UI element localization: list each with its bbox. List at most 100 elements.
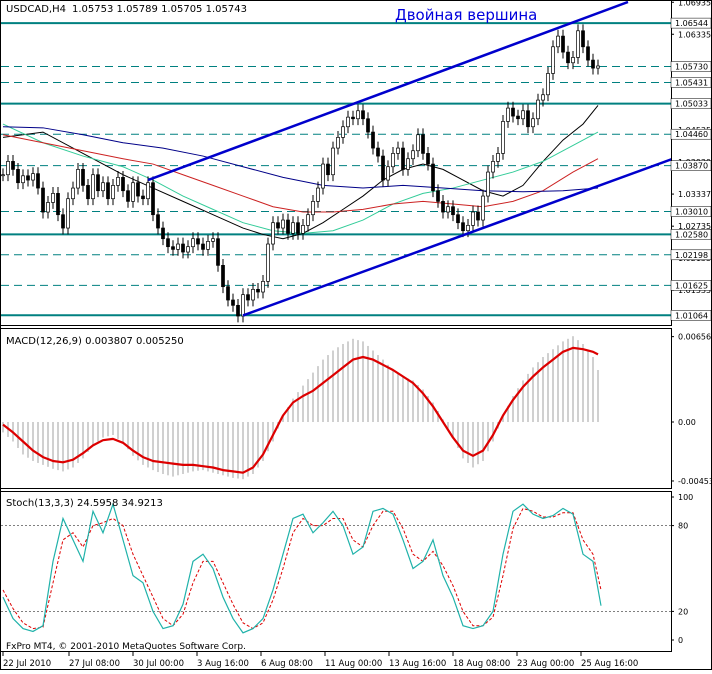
price-bar-body <box>311 201 315 216</box>
price-bar-body <box>371 131 375 149</box>
macd-title: MACD(12,26,9) 0.003807 0.005250 <box>6 336 184 347</box>
price-bar-body <box>226 286 230 301</box>
double-top-annotation: Двойная вершина <box>395 6 537 24</box>
price-bar-body <box>416 134 420 152</box>
x-tick-label: 11 Aug 00:00 <box>325 659 382 669</box>
price-bar-body <box>546 73 550 96</box>
price-bar-body <box>411 150 415 160</box>
price-bar-body <box>16 169 20 184</box>
price-bar-body <box>331 147 335 176</box>
price-bar-body <box>461 222 465 232</box>
price-bar-body <box>36 173 40 189</box>
price-bar-body <box>326 163 330 176</box>
price-bar-body <box>316 187 320 202</box>
price-bar-body <box>511 107 515 117</box>
price-bar-body <box>366 118 370 133</box>
price-bar-body <box>536 99 540 120</box>
x-tick-label: 23 Aug 00:00 <box>517 659 574 669</box>
price-bar-body <box>436 190 440 202</box>
price-bar-body <box>116 177 120 186</box>
stoch-panel-frame <box>0 491 672 652</box>
symbol-label: USDCAD,H4 <box>6 4 66 15</box>
x-tick-label: 22 Jul 2010 <box>3 659 51 669</box>
price-bar-body <box>56 193 60 216</box>
price-bar-body <box>336 137 340 149</box>
price-bar-body <box>351 116 355 120</box>
price-bar-body <box>171 246 175 250</box>
price-bar-body <box>51 193 55 203</box>
price-bar-body <box>136 182 140 197</box>
price-bar-body <box>76 169 80 189</box>
price-bar-body <box>221 265 225 288</box>
price-bar-body <box>401 147 405 170</box>
level-label-box <box>670 61 712 72</box>
price-bar-body <box>421 134 425 154</box>
price-bar-body <box>481 195 485 221</box>
level-label-box <box>670 128 712 140</box>
price-bar-body <box>431 163 435 192</box>
price-bar-body <box>466 225 470 232</box>
stoch-tick-label: 0 <box>678 636 683 645</box>
trend-line-upper-channel <box>147 1 629 182</box>
price-bar-body <box>306 214 310 226</box>
price-bar-body <box>301 225 305 234</box>
solid-level-label: 1.05033 <box>675 100 708 109</box>
price-bar-body <box>386 166 390 181</box>
price-bar-body <box>446 206 450 213</box>
price-bar-body <box>356 110 360 120</box>
price-bar-body <box>181 243 185 253</box>
price-bar-body <box>96 174 100 192</box>
x-tick-label: 30 Jul 00:00 <box>133 659 184 669</box>
price-bar-body <box>111 185 115 200</box>
price-bar-body <box>236 304 240 317</box>
dashed-level-label: 1.02198 <box>675 251 708 260</box>
ma-line-ma-navy <box>2 126 599 193</box>
price-bar-body <box>591 59 595 69</box>
price-bar-body <box>451 206 455 216</box>
price-bar-body <box>231 299 235 306</box>
watermark: FxPro MT4, © 2001-2010 MetaQuotes Softwa… <box>6 642 246 652</box>
dashed-level-label: 1.01625 <box>675 281 708 290</box>
stoch-tick-label: 100 <box>678 493 693 502</box>
price-bar-body <box>241 294 245 317</box>
price-bar-body <box>491 161 495 173</box>
price-tick-label: 1.06335 <box>678 30 711 39</box>
price-bar-body <box>86 185 90 200</box>
price-bar-body <box>176 243 180 250</box>
price-bar-body <box>31 173 35 181</box>
price-bar-body <box>266 243 270 282</box>
price-bar-body <box>251 288 255 301</box>
solid-level-label: 1.06544 <box>675 19 708 28</box>
price-bar-body <box>516 115 520 120</box>
price-bar-body <box>486 171 490 197</box>
price-bar-body <box>531 118 535 128</box>
macd-panel-frame <box>0 328 672 489</box>
x-tick-label: 18 Aug 08:00 <box>453 659 510 669</box>
price-bar-body <box>11 161 15 170</box>
price-bar-body <box>151 182 155 216</box>
price-bar-body <box>586 46 590 61</box>
price-bar-body <box>571 57 575 64</box>
price-bar-body <box>61 214 65 229</box>
ma-line-ma-red <box>2 134 599 213</box>
level-label-box <box>670 77 712 88</box>
stoch-title: Stoch(13,3,3) 24.5958 34.9213 <box>6 498 163 509</box>
price-bar-body <box>71 187 75 200</box>
stoch-main-line <box>2 502 602 634</box>
price-bar-body <box>146 182 150 200</box>
price-bar-body <box>501 121 505 154</box>
price-bar-body <box>206 241 210 250</box>
price-bar-body <box>131 182 135 202</box>
dashed-level-label: 1.05431 <box>675 78 708 87</box>
price-bar-body <box>276 222 280 229</box>
price-bar-body <box>406 158 410 170</box>
price-tick-label: 1.02735 <box>678 222 711 231</box>
price-bar-body <box>161 227 165 240</box>
price-bar-body <box>121 177 125 192</box>
price-bar-body <box>1 174 5 177</box>
x-tick-label: 3 Aug 16:00 <box>197 659 249 669</box>
stoch-signal-line <box>2 507 602 630</box>
price-bar-body <box>126 190 130 202</box>
price-bar-body <box>346 116 350 128</box>
